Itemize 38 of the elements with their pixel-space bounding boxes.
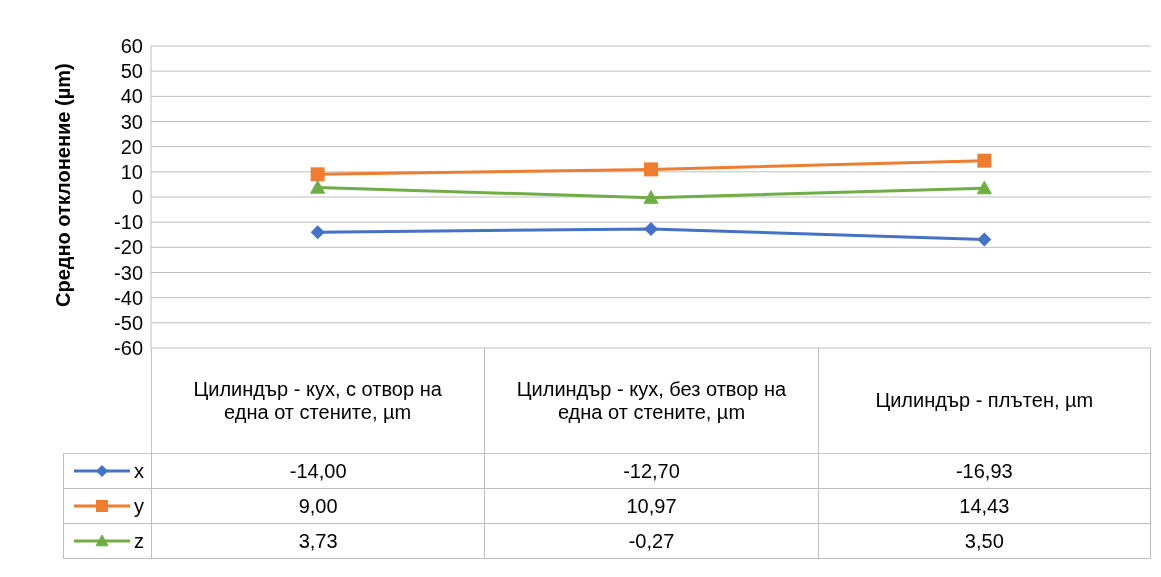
legend-label: x: [134, 459, 144, 483]
y-tick-label: 20: [120, 135, 143, 158]
point: [310, 180, 326, 194]
data-label: 10,97: [484, 489, 818, 524]
data-label: 3,73: [151, 524, 485, 559]
data-label: -14,00: [151, 454, 485, 489]
y-tick-label: -50: [114, 311, 143, 334]
y-tick-label: 10: [120, 160, 143, 183]
x-tick-label: Цилиндър - кух, с отвор на една от стените, µm: [151, 348, 485, 453]
y-tick-label: -40: [114, 286, 143, 309]
point: [976, 180, 992, 195]
point: [310, 167, 325, 182]
data-label: -12,70: [484, 454, 818, 489]
y-tick-label: 50: [120, 60, 143, 83]
y-tick-label: 40: [120, 85, 143, 108]
data-label: 9,00: [151, 489, 485, 524]
data-label: -0,27: [484, 524, 818, 559]
y-tick-label: -30: [114, 261, 143, 284]
point: [643, 190, 659, 204]
point: [644, 162, 658, 177]
point: [977, 153, 992, 168]
data-label: 14,43: [817, 489, 1151, 524]
data-label: 3,50: [817, 524, 1151, 559]
y-tick-label: -20: [114, 236, 143, 259]
x-tick-label: Цилиндър - плътен, µm: [817, 348, 1151, 453]
y-tick-label: 0: [131, 186, 143, 209]
point: [977, 232, 992, 247]
x-tick-label: Цилиндър - кух, без отвор на една от стените, µm: [484, 348, 818, 453]
point: [644, 221, 658, 236]
legend-label: y: [134, 494, 144, 518]
data-label: -16,93: [817, 454, 1151, 489]
point: [310, 225, 325, 240]
y-tick-label: 30: [120, 110, 143, 133]
y-tick-label: 60: [120, 35, 143, 58]
y-tick-label: -10: [114, 211, 143, 234]
legend-label: z: [134, 529, 144, 553]
y-tick-label: -60: [114, 337, 143, 360]
y-axis-title: Средно отклонение (µm): [52, 63, 75, 307]
